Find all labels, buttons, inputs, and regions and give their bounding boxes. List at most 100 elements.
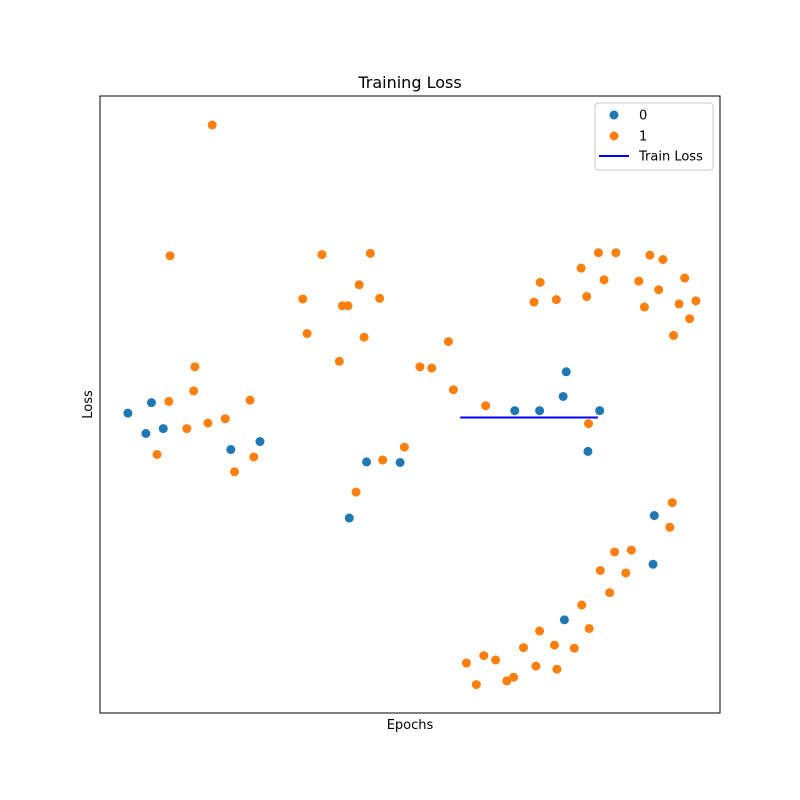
point-series-1-54 — [509, 672, 519, 682]
point-series-1-66 — [621, 568, 631, 578]
y-axis-label: Loss — [81, 390, 96, 419]
point-series-1-5 — [152, 449, 162, 459]
point-series-1-48 — [584, 419, 594, 429]
point-series-0-0 — [123, 408, 133, 418]
point-series-0-7 — [362, 457, 372, 467]
point-series-1-59 — [552, 664, 562, 674]
legend-marker-series-0 — [609, 110, 619, 120]
point-series-0-6 — [344, 513, 354, 523]
point-series-1-47 — [691, 296, 701, 306]
point-series-1-19 — [354, 280, 364, 290]
legend-label-2: Train Loss — [638, 150, 703, 165]
point-series-1-26 — [427, 363, 437, 373]
point-series-1-44 — [674, 299, 684, 309]
chart-title: Training Loss — [357, 73, 461, 92]
legend-marker-series-1 — [609, 131, 619, 141]
point-series-0-12 — [561, 367, 571, 377]
point-series-0-16 — [648, 559, 658, 569]
point-series-1-58 — [549, 640, 559, 650]
point-series-1-60 — [569, 643, 579, 653]
point-series-1-41 — [654, 285, 664, 295]
point-series-1-13 — [302, 329, 312, 339]
point-series-1-25 — [415, 362, 425, 372]
point-series-1-42 — [658, 255, 668, 265]
point-series-1-28 — [448, 385, 458, 395]
point-series-1-33 — [576, 263, 586, 273]
legend: 0 1 Train Loss — [594, 102, 714, 171]
point-series-0-14 — [595, 406, 605, 416]
point-series-1-10 — [245, 395, 255, 405]
point-series-1-39 — [639, 302, 649, 312]
point-series-1-36 — [599, 275, 609, 285]
point-series-0-13 — [583, 446, 593, 456]
point-series-0-17 — [649, 511, 659, 521]
point-series-0-1 — [141, 428, 151, 438]
legend-label-0: 0 — [639, 109, 647, 124]
point-series-1-14 — [317, 250, 327, 260]
point-series-1-22 — [375, 293, 385, 303]
point-series-0-9 — [510, 406, 520, 416]
point-series-1-52 — [491, 655, 501, 665]
point-series-0-8 — [395, 457, 405, 467]
point-series-1-30 — [529, 297, 539, 307]
point-series-1-46 — [685, 314, 695, 324]
point-series-1-31 — [535, 277, 545, 287]
point-series-0-10 — [535, 406, 545, 416]
point-series-1-67 — [626, 545, 636, 555]
legend-box — [594, 102, 714, 171]
point-series-1-65 — [610, 547, 620, 557]
point-series-1-57 — [535, 626, 545, 636]
point-series-1-35 — [593, 248, 603, 258]
point-series-1-21 — [365, 248, 375, 258]
point-series-0-4 — [226, 445, 236, 455]
point-series-1-64 — [605, 588, 615, 598]
point-series-1-0 — [207, 120, 217, 130]
point-series-1-16 — [343, 301, 353, 311]
x-axis-label: Epochs — [387, 718, 434, 733]
point-series-1-8 — [220, 414, 230, 424]
point-series-1-4 — [164, 396, 174, 406]
point-series-1-2 — [190, 362, 200, 372]
point-series-1-11 — [249, 452, 259, 462]
point-series-1-7 — [203, 418, 213, 428]
point-series-0-3 — [158, 424, 168, 434]
point-series-1-24 — [399, 442, 409, 452]
point-series-0-11 — [558, 391, 568, 401]
point-series-1-23 — [378, 455, 388, 465]
point-series-1-1 — [165, 251, 175, 261]
point-series-0-2 — [146, 398, 156, 408]
point-series-1-38 — [634, 276, 644, 286]
point-series-1-9 — [230, 467, 240, 477]
point-series-1-50 — [471, 680, 481, 690]
point-series-1-32 — [551, 295, 561, 305]
point-series-1-37 — [611, 248, 621, 258]
point-series-1-61 — [577, 600, 587, 610]
point-series-1-18 — [351, 487, 361, 497]
point-series-1-49 — [461, 658, 471, 668]
point-series-1-45 — [680, 273, 690, 283]
plot-area — [123, 120, 701, 690]
point-series-0-15 — [559, 615, 569, 625]
point-series-1-40 — [645, 250, 655, 260]
point-series-1-63 — [595, 565, 605, 575]
point-series-1-27 — [443, 337, 453, 347]
point-series-0-5 — [255, 437, 265, 447]
point-series-1-69 — [665, 522, 675, 532]
point-series-1-6 — [182, 424, 192, 434]
point-series-1-55 — [518, 643, 528, 653]
point-series-1-68 — [667, 498, 677, 508]
point-series-1-62 — [584, 623, 594, 633]
point-series-1-56 — [531, 661, 541, 671]
point-series-1-43 — [669, 330, 678, 340]
point-series-1-20 — [359, 332, 369, 342]
point-series-1-29 — [481, 401, 491, 411]
point-series-1-12 — [298, 294, 308, 304]
point-series-1-51 — [479, 651, 489, 661]
legend-label-1: 1 — [639, 130, 647, 145]
plot-frame — [99, 95, 721, 714]
point-series-1-53 — [502, 676, 512, 686]
point-series-1-17 — [334, 356, 344, 366]
point-series-1-3 — [189, 386, 199, 396]
point-series-1-34 — [582, 292, 592, 302]
